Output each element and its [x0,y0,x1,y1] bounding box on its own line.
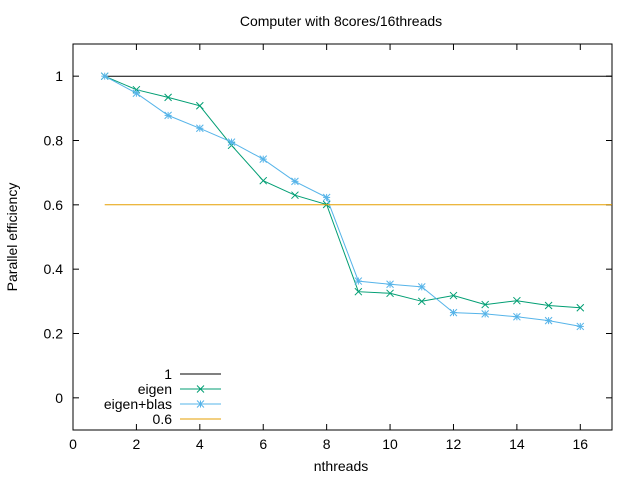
data-point-eigen [195,101,204,110]
data-point-eigen-blas [291,177,299,186]
data-point-eigen-blas [100,72,109,81]
data-point-eigen [259,176,268,185]
data-point-eigen [417,297,426,306]
x-tick-label: 8 [323,436,331,452]
data-point-eigen-blas [195,124,204,133]
legend-marker [196,385,205,393]
legend-marker [196,400,205,408]
y-tick-label: 0.4 [44,261,64,277]
data-point-eigen-blas [386,280,394,289]
data-point-eigen-blas [481,310,490,318]
data-point-eigen [449,291,458,300]
y-tick-label: 0.8 [44,133,64,149]
data-point-eigen-blas [132,89,141,98]
y-tick-label: 0.2 [44,326,64,342]
data-point-eigen [576,303,585,312]
data-point-eigen-blas [259,155,268,164]
data-point-eigen [354,287,363,296]
x-tick-label: 12 [446,436,462,452]
data-point-eigen-blas [164,111,172,120]
legend-label: 1 [164,366,172,382]
data-point-eigen [386,289,394,298]
legend-label: 0.6 [153,411,173,427]
series-line-eigen [104,75,581,309]
y-tick-label: 0 [55,390,63,406]
x-tick-label: 6 [259,436,267,452]
x-tick-label: 14 [509,436,525,452]
data-point-eigen-blas [354,277,363,285]
data-point-eigen [291,191,299,200]
plot-frame [72,43,613,431]
y-tick-label: 0.6 [44,197,64,213]
chart-title: Computer with 8cores/16threads [240,13,442,29]
data-point-eigen [164,93,172,102]
data-point-eigen-blas [322,193,331,202]
y-axis-label: Parallel efficiency [4,183,20,292]
series-line-eigen-blas [104,75,581,327]
data-point-eigen-blas [417,283,426,291]
data-point-eigen [481,300,490,309]
x-tick-label: 2 [133,436,141,452]
x-axis-label: nthreads [314,458,368,474]
y-tick-label: 1 [55,68,63,84]
x-tick-label: 16 [573,436,589,452]
data-point-eigen [513,296,521,305]
data-point-eigen-blas [227,138,236,146]
data-point-eigen-blas [513,312,521,321]
data-point-eigen-blas [449,308,458,317]
data-point-eigen-blas [576,322,585,331]
axis-ticks: 0 2 4 6 8 10 12 14 16 0 0.2 0.4 0.6 0.8 1 [44,44,612,452]
x-tick-label: 4 [196,436,204,452]
data-point-eigen [544,301,553,310]
x-tick-label: 0 [69,436,77,452]
x-tick-label: 10 [382,436,398,452]
data-point-eigen-blas [544,316,553,325]
legend-label: eigen [138,381,172,397]
series-layer [100,72,612,331]
legend-label: eigen+blas [104,396,172,412]
